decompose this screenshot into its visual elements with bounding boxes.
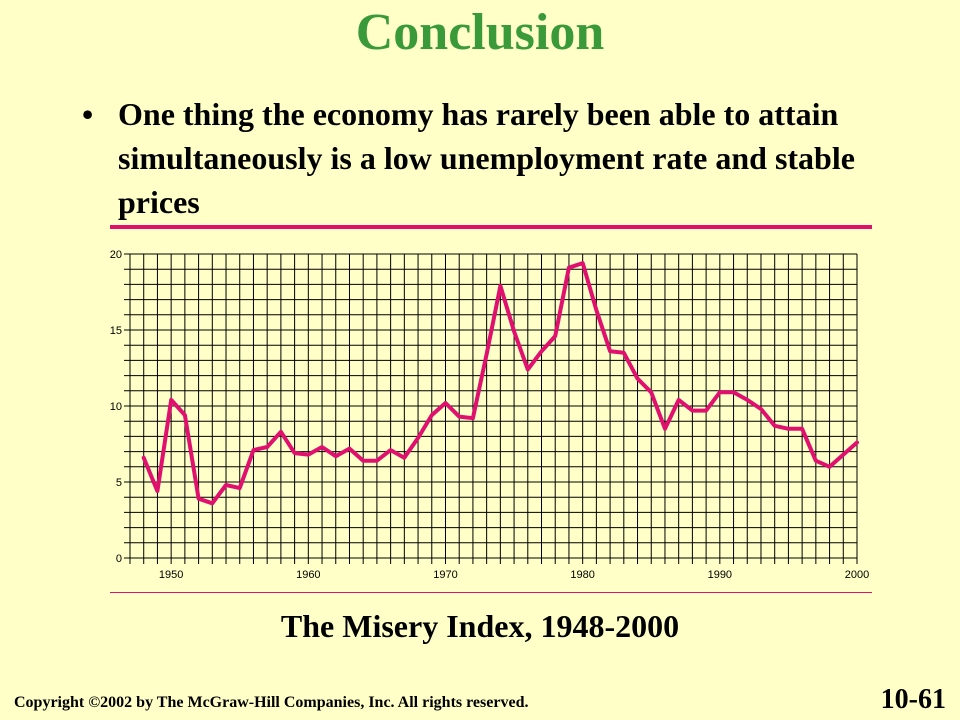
y-tick-label: 10 [110, 401, 122, 413]
chart-grid [124, 253, 858, 564]
x-tick-label: 1960 [296, 569, 320, 581]
chart-ticks: 0 5 10 15 20 1950 1960 1970 1980 1990 2000 [110, 249, 869, 581]
y-tick-label: 20 [110, 249, 122, 261]
y-tick-label: 5 [116, 477, 122, 489]
copyright-notice: Copyright ©2002 by The McGraw-Hill Compa… [14, 694, 529, 711]
slide-number: 10-61 [880, 684, 946, 715]
x-tick-label: 1980 [570, 569, 594, 581]
y-tick-label: 15 [110, 325, 122, 337]
x-tick-label: 1950 [159, 569, 183, 581]
misery-index-line [141, 261, 859, 506]
y-tick-label: 0 [116, 553, 122, 565]
slide-title: Conclusion [355, 4, 605, 61]
bullet-text: One thing the economy has rarely been ab… [118, 96, 855, 220]
x-tick-label: 1970 [433, 569, 457, 581]
chart-caption: The Misery Index, 1948-2000 [280, 608, 680, 644]
divider-bottom [110, 592, 872, 593]
x-tick-label: 1990 [708, 569, 732, 581]
x-tick-label: 2000 [845, 569, 869, 581]
chart-series [141, 261, 859, 506]
bullet-marker: • [82, 96, 94, 132]
divider-top [110, 225, 872, 229]
